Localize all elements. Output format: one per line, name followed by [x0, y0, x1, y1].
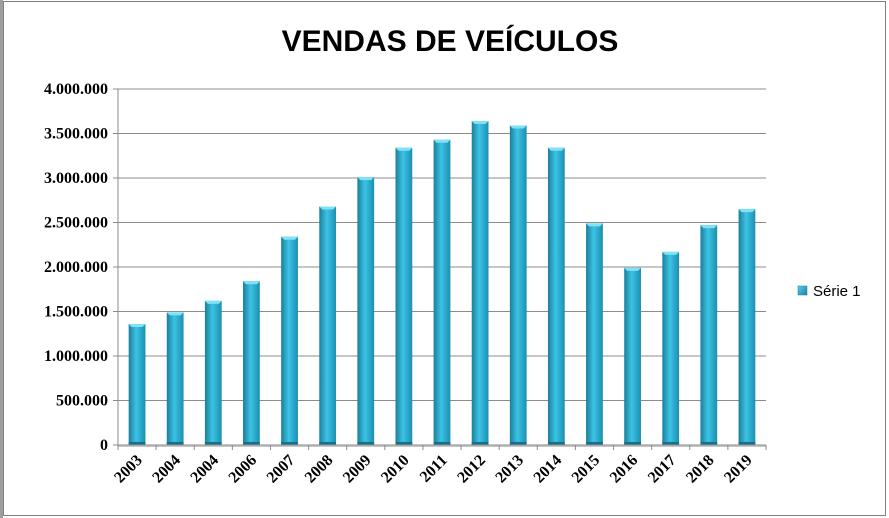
bar-base — [700, 442, 718, 445]
bar-top-bevel — [433, 139, 451, 143]
bar-top-bevel — [509, 125, 527, 129]
bar-base — [586, 442, 603, 445]
bar-top-bevel — [738, 209, 756, 213]
bar — [662, 251, 680, 445]
y-tick-label: 4.000.000 — [44, 81, 108, 98]
bar-top-bevel — [700, 225, 718, 229]
bar-base — [395, 442, 413, 445]
bar-base — [624, 442, 641, 445]
bar-top-bevel — [281, 236, 298, 240]
bar-top-bevel — [395, 147, 413, 151]
bar-base — [357, 442, 375, 445]
y-tick-label: 3.000.000 — [44, 170, 108, 187]
bar-base — [319, 442, 337, 445]
bar-base — [662, 442, 680, 445]
bar — [624, 267, 641, 445]
bar-base — [433, 442, 451, 445]
bar — [357, 177, 375, 446]
bar-top-bevel — [624, 267, 641, 271]
bar — [471, 121, 489, 445]
legend-entry-serie-1: Série 1 — [813, 283, 861, 300]
bar-top-bevel — [586, 223, 603, 227]
bar-base — [738, 442, 756, 445]
bar-top-bevel — [357, 177, 375, 181]
bar — [281, 236, 298, 445]
legend: Série 1 — [797, 283, 861, 300]
bar-top-bevel — [547, 147, 565, 151]
y-tick-label: 500.000 — [56, 393, 108, 410]
bar-top-bevel — [128, 323, 146, 327]
bar — [586, 223, 603, 445]
y-tick-label: 2.500.000 — [44, 215, 108, 232]
bar — [700, 225, 718, 445]
bar — [166, 312, 184, 445]
bar-base — [166, 442, 184, 445]
bar-top-bevel — [243, 281, 260, 285]
bar — [509, 125, 527, 446]
legend-swatch — [797, 285, 808, 296]
bar-base — [471, 442, 489, 445]
bar-base — [281, 442, 298, 445]
bar — [738, 209, 756, 445]
bar-top-bevel — [166, 312, 184, 316]
bar — [319, 206, 337, 445]
bar-base — [204, 442, 222, 445]
bar — [547, 147, 565, 446]
y-tick-label: 1.500.000 — [44, 304, 108, 321]
bar-base — [509, 442, 527, 445]
bar-base — [128, 442, 146, 445]
bar-base — [547, 442, 565, 445]
bar-layer — [128, 121, 756, 446]
bar — [204, 300, 222, 445]
bar — [395, 147, 413, 446]
bar-top-bevel — [662, 251, 680, 255]
plot-floor — [118, 445, 766, 447]
y-tick-label: 0 — [100, 437, 108, 454]
bar-top-bevel — [471, 121, 489, 125]
bar-top-bevel — [204, 300, 222, 304]
chart-title: VENDAS DE VEÍCULOS — [282, 24, 619, 58]
chart-frame-left-shadow — [0, 0, 3, 518]
bar — [433, 139, 451, 446]
bar-base — [243, 442, 260, 445]
bar-top-bevel — [319, 206, 337, 210]
y-tick-label: 3.500.000 — [44, 126, 108, 143]
y-tick-label: 1.000.000 — [44, 348, 108, 365]
bar — [128, 323, 146, 445]
y-tick-label: 2.000.000 — [44, 259, 108, 276]
bar — [243, 281, 260, 445]
